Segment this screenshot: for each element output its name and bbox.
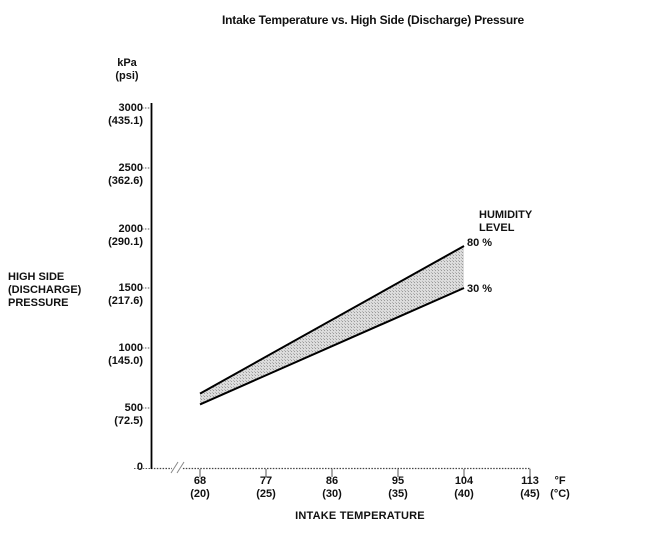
- x-tick-label-113: 113 (45): [520, 475, 540, 500]
- x-tick-label-86: 86 (30): [322, 475, 342, 500]
- x-axis-unit-primary: °F: [554, 475, 566, 487]
- chart-title: Intake Temperature vs. High Side (Discha…: [222, 13, 524, 27]
- x-tick-label-104: 104 (40): [454, 475, 474, 500]
- legend-label-80: 80 %: [467, 237, 493, 249]
- y-tick-label-3000: 3000 (435.1): [108, 102, 143, 127]
- y-tick-label-1000: 1000 (145.0): [108, 342, 143, 367]
- x-tick-label-77: 77 (25): [256, 475, 276, 500]
- y-tick-marks: [142, 107, 150, 409]
- x-axis-break-icon: [170, 461, 185, 474]
- x-axis-unit-secondary: (°C): [550, 488, 570, 500]
- humidity-30-line: [199, 287, 465, 406]
- x-axis-title: INTAKE TEMPERATURE: [295, 510, 425, 522]
- x-tick-marks: [199, 469, 531, 477]
- y-tick-label-1500: 1500 (217.6): [108, 282, 143, 307]
- y-tick-label-500: 500 (72.5): [114, 402, 143, 427]
- y-axis-title: HIGH SIDE (DISCHARGE) PRESSURE: [8, 271, 82, 309]
- y-tick-label-2500: 2500 (362.6): [108, 162, 143, 187]
- humidity-band-area: [200, 246, 464, 405]
- y-tick-label-0: 0: [136, 461, 143, 473]
- legend-title: HUMIDITY LEVEL: [479, 209, 533, 234]
- x-tick-label-95: 95 (35): [388, 475, 408, 500]
- y-tick-label-2000: 2000 (290.1): [108, 223, 143, 248]
- y-axis-unit-secondary: (psi): [115, 70, 139, 82]
- y-axis-unit: kPa (psi): [97, 57, 157, 83]
- y-axis-unit-primary: kPa: [117, 57, 137, 69]
- humidity-80-line: [199, 245, 465, 395]
- x-tick-label-68: 68 (20): [190, 475, 210, 500]
- legend-label-30: 30 %: [467, 283, 493, 295]
- x-axis-unit: °F (°C): [542, 475, 578, 501]
